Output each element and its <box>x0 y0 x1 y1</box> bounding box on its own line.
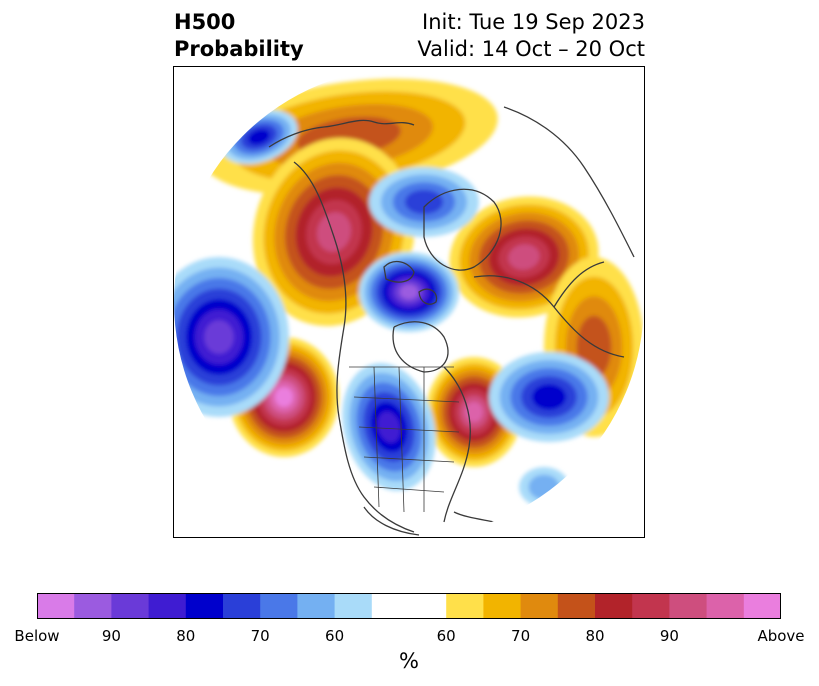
colorbar-tick-label: 70 <box>250 627 270 645</box>
probability-contour <box>399 284 419 300</box>
colorbar-tick-label: 70 <box>511 627 531 645</box>
map-title: H500 Probability <box>174 9 304 63</box>
probability-map <box>173 66 645 538</box>
probability-contour <box>404 189 444 215</box>
colorbar-swatch <box>483 593 522 619</box>
title-line-1: H500 <box>174 10 236 34</box>
colorbar-swatch <box>632 593 670 619</box>
colorbar-tick-label: 80 <box>585 627 605 645</box>
colorbar-swatch <box>595 593 633 619</box>
probability-contour <box>247 129 271 145</box>
colorbar-swatches <box>37 593 781 619</box>
colorbar-tick-label: 60 <box>325 627 345 645</box>
colorbar-swatch <box>185 593 224 619</box>
map-canvas <box>174 67 644 537</box>
probability-contour <box>508 244 540 270</box>
valid-date: Valid: 14 Oct – 20 Oct <box>417 37 645 61</box>
probability-contour <box>274 387 294 407</box>
colorbar-unit: % <box>399 649 419 673</box>
colorbar-swatch <box>706 593 745 619</box>
probability-contour <box>316 212 352 252</box>
probability-contour <box>528 474 560 500</box>
probability-field <box>174 67 644 537</box>
colorbar-swatch <box>148 593 187 619</box>
colorbar-swatch <box>520 593 559 619</box>
colorbar-swatch <box>37 593 75 619</box>
date-block: Init: Tue 19 Sep 2023 Valid: 14 Oct – 20… <box>417 9 645 63</box>
coastlines <box>268 106 635 536</box>
colorbar-swatch <box>260 593 298 619</box>
colorbar-swatch <box>111 593 150 619</box>
colorbar-swatch <box>74 593 112 619</box>
colorbar-tick-label: 80 <box>176 627 196 645</box>
colorbar-swatch <box>334 593 373 619</box>
init-date: Init: Tue 19 Sep 2023 <box>422 10 645 34</box>
probability-contour <box>377 411 401 443</box>
colorbar-swatch <box>297 593 336 619</box>
title-line-2: Probability <box>174 37 304 61</box>
colorbar-swatch <box>669 593 708 619</box>
probability-contour <box>531 384 567 410</box>
colorbar <box>37 593 781 619</box>
colorbar-tick-label: Above <box>757 627 805 645</box>
colorbar-tick-label: 60 <box>436 627 456 645</box>
colorbar-tick-label: 90 <box>659 627 679 645</box>
colorbar-swatch <box>223 593 261 619</box>
colorbar-swatch <box>446 593 484 619</box>
colorbar-tick-label: Below <box>14 627 60 645</box>
colorbar-tick-label: 90 <box>101 627 121 645</box>
probability-contour <box>204 320 234 354</box>
colorbar-swatch <box>371 593 447 619</box>
colorbar-swatch <box>557 593 596 619</box>
colorbar-swatch <box>743 593 781 619</box>
